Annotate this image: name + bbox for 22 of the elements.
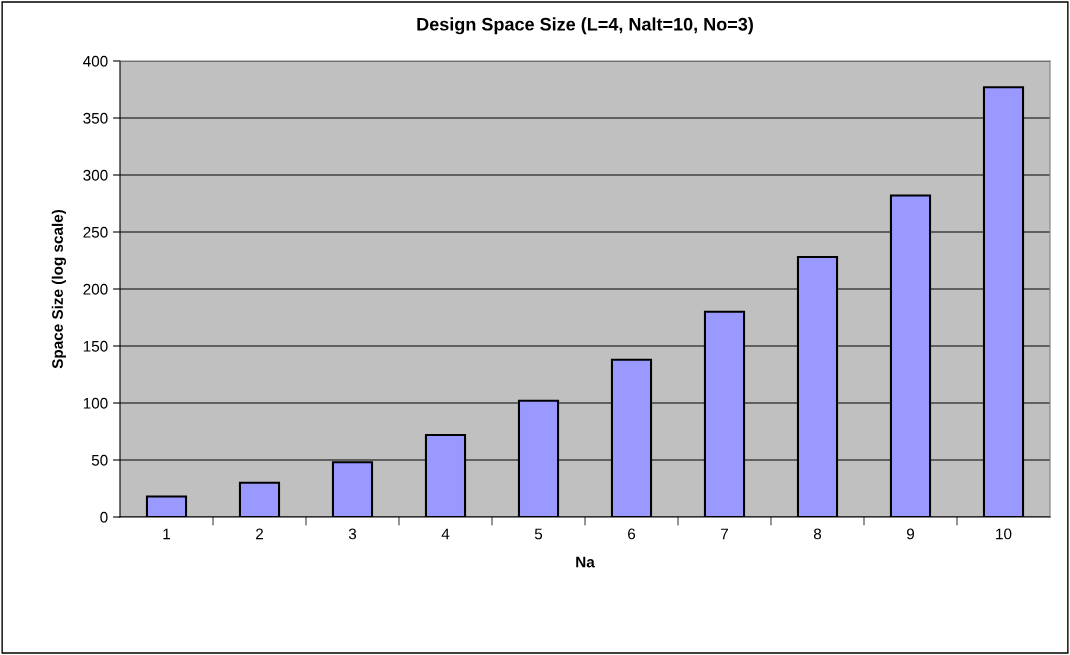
y-tick-label: 150 — [83, 340, 108, 352]
y-tick-label: 0 — [100, 511, 108, 523]
y-axis-title: Space Size (log scale) — [51, 209, 67, 369]
y-tick-label: 350 — [83, 112, 108, 124]
x-tick-label: 1 — [163, 528, 170, 540]
y-tick-label: 50 — [91, 454, 108, 466]
x-tick-label: 5 — [534, 528, 543, 540]
x-tick-label: 2 — [256, 528, 263, 540]
y-tick-label: 400 — [83, 55, 108, 67]
x-tick-label: 6 — [628, 528, 636, 540]
y-tick-label: 100 — [83, 397, 108, 409]
x-tick-label: 10 — [996, 528, 1012, 540]
y-tick-label: 300 — [83, 169, 108, 181]
x-axis-title: Na — [576, 556, 595, 568]
x-tick-label: 4 — [441, 528, 450, 540]
y-tick-label: 250 — [83, 226, 108, 238]
x-tick-label: 9 — [906, 528, 915, 540]
x-tick-label: 8 — [813, 528, 822, 540]
chart-title: Design Space Size (L=4, Nalt=10, No=3) — [417, 17, 753, 35]
x-tick-label: 3 — [348, 528, 357, 540]
x-tick-label: 7 — [721, 528, 728, 540]
y-tick-label: 200 — [83, 283, 108, 295]
